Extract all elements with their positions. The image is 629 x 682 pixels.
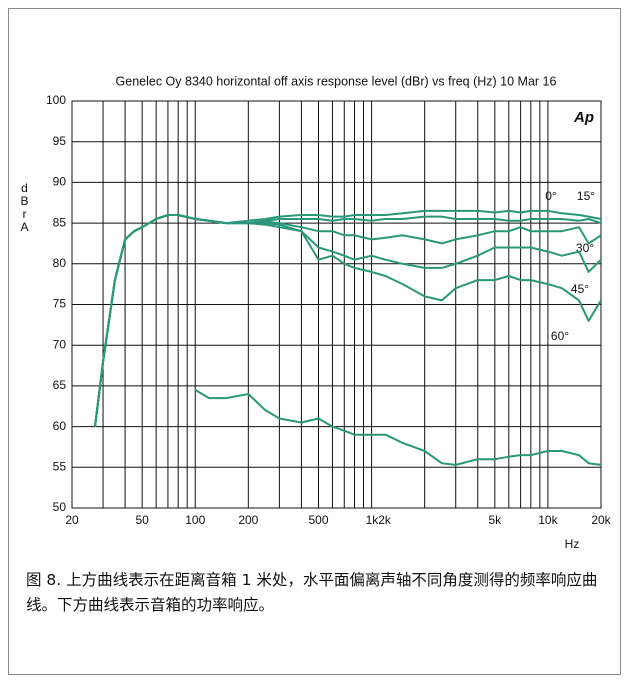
series-label: 60° bbox=[551, 329, 569, 343]
y-axis-label: dBr A bbox=[20, 181, 30, 234]
series-label: 45° bbox=[571, 282, 589, 296]
y-tick-label: 65 bbox=[53, 378, 67, 392]
y-tick-label: 60 bbox=[53, 419, 67, 433]
series-line bbox=[194, 389, 602, 466]
x-tick-label: 1k2k bbox=[366, 513, 392, 527]
x-axis-label: Hz bbox=[565, 537, 580, 551]
series-label: 0° bbox=[545, 189, 557, 203]
series-label: 30° bbox=[576, 241, 594, 255]
x-tick-label: 10k bbox=[538, 513, 558, 527]
chart-title: Genelec Oy 8340 horizontal off axis resp… bbox=[116, 74, 557, 88]
y-tick-label: 75 bbox=[53, 297, 67, 311]
y-tick-label: 85 bbox=[53, 215, 67, 229]
x-tick-label: 100 bbox=[185, 513, 205, 527]
x-tick-label: 20k bbox=[591, 513, 611, 527]
x-tick-label: 200 bbox=[238, 513, 258, 527]
y-tick-label: 90 bbox=[53, 175, 67, 189]
x-tick-label: 50 bbox=[135, 513, 149, 527]
series-label: 15° bbox=[577, 189, 595, 203]
logo: Ap bbox=[573, 109, 594, 126]
x-tick-label: 20 bbox=[65, 513, 79, 527]
y-tick-label: 80 bbox=[53, 256, 67, 270]
frame bbox=[8, 8, 621, 675]
plot-border bbox=[71, 100, 602, 509]
y-tick-label: 70 bbox=[53, 337, 67, 351]
y-tick-label: 50 bbox=[53, 500, 67, 514]
series-line bbox=[94, 214, 602, 427]
series-line bbox=[94, 209, 602, 427]
y-tick-label: 95 bbox=[53, 134, 67, 148]
caption: 图 8. 上方曲线表示在距离音箱 1 米处，水平面偏离声轴不同角度测得的频率响应… bbox=[26, 571, 598, 614]
y-tick-label: 100 bbox=[46, 93, 66, 107]
y-tick-label: 55 bbox=[53, 459, 67, 473]
series-line bbox=[94, 214, 602, 427]
x-tick-label: 500 bbox=[308, 513, 328, 527]
x-tick-label: 5k bbox=[488, 513, 502, 527]
